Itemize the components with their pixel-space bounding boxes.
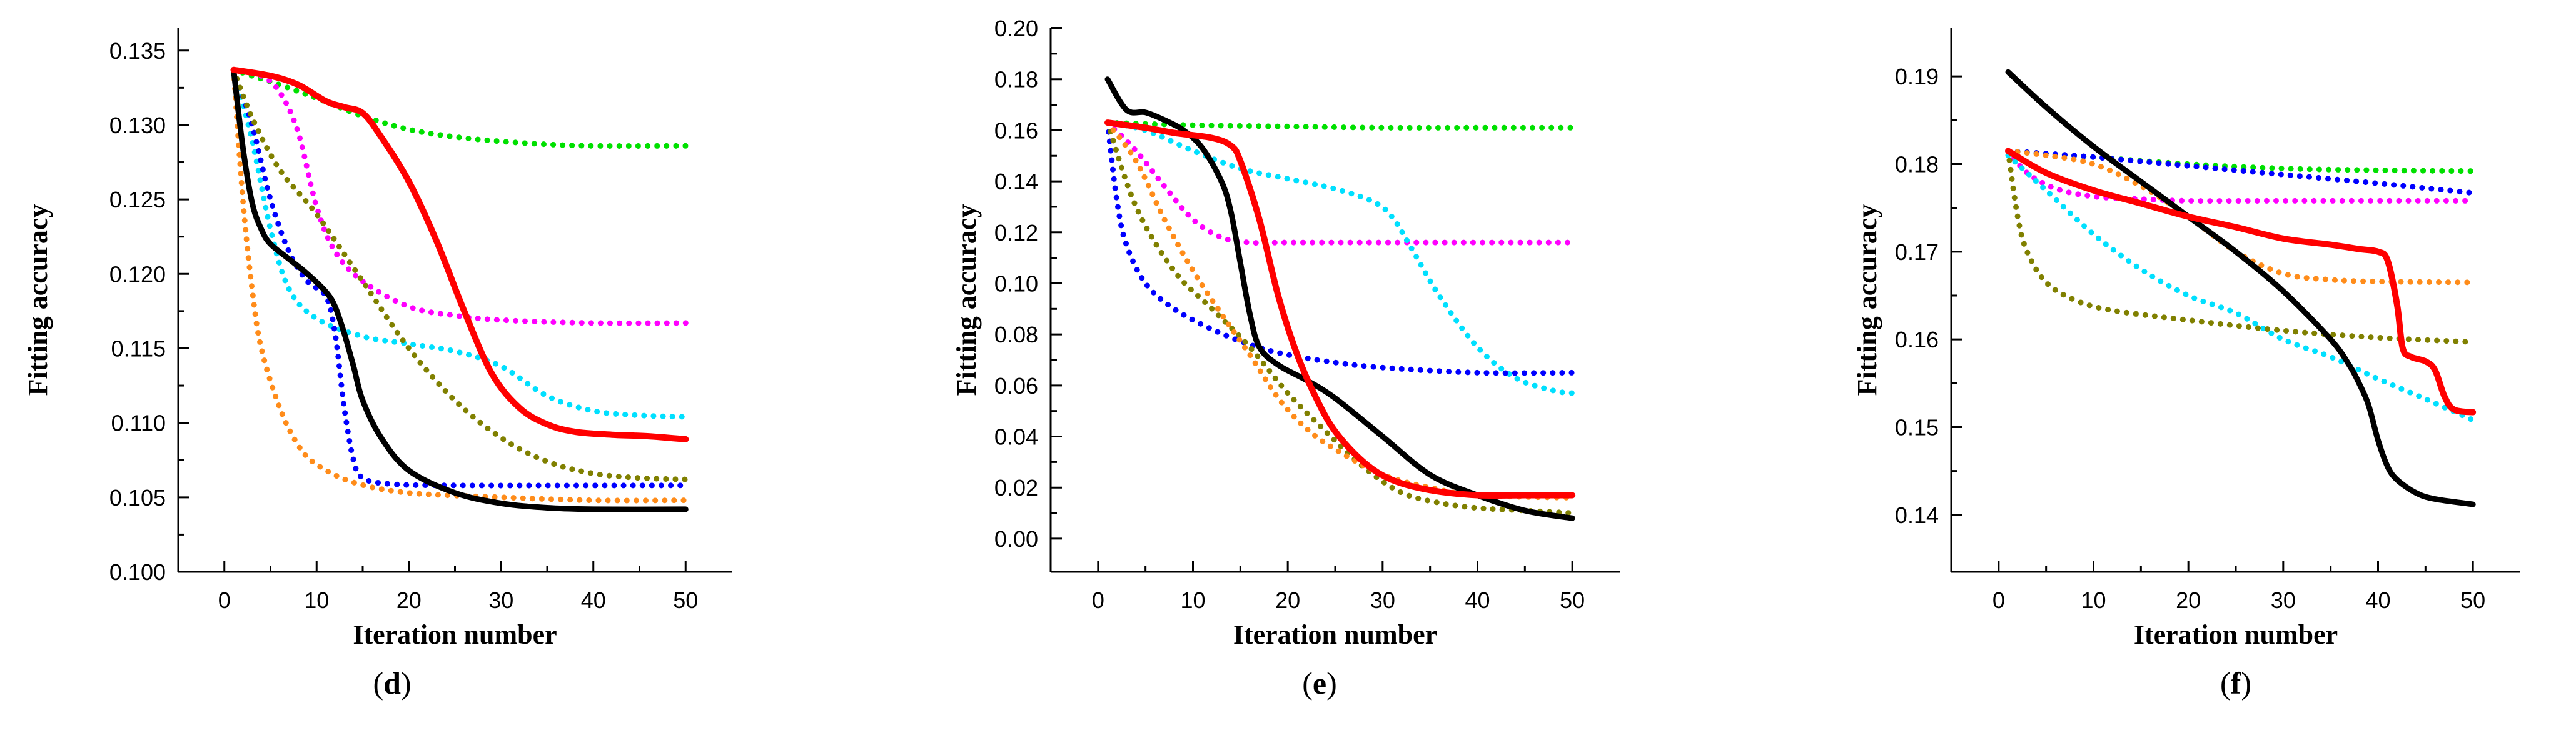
y-tick-label: 0.16 bbox=[994, 118, 1038, 143]
y-tick-label: 0.110 bbox=[111, 411, 166, 436]
y-tick-label: 0.10 bbox=[994, 271, 1038, 296]
series-line-green-dotted bbox=[231, 67, 689, 149]
panel-label: (e) bbox=[1302, 666, 1337, 701]
y-axis-title: Fitting accuracy bbox=[951, 204, 982, 396]
x-tick-label: 0 bbox=[218, 588, 231, 613]
series-line-cyan-dotted bbox=[1104, 119, 1575, 396]
series-line-orange-dotted bbox=[231, 67, 689, 504]
y-tick-label: 0.02 bbox=[994, 475, 1038, 501]
x-tick-label: 20 bbox=[397, 588, 422, 613]
x-tick-label: 30 bbox=[1370, 588, 1395, 613]
x-tick-label: 10 bbox=[304, 588, 329, 613]
y-tick-label: 0.20 bbox=[994, 16, 1038, 41]
x-tick-label: 40 bbox=[1465, 588, 1490, 613]
series-line-black-solid bbox=[231, 67, 689, 512]
series-line-red-solid bbox=[1104, 119, 1576, 499]
x-tick-label: 30 bbox=[488, 588, 513, 613]
y-axis-title: Fitting accuracy bbox=[23, 204, 53, 396]
y-tick-label: 0.04 bbox=[994, 424, 1038, 450]
x-tick-label: 0 bbox=[1092, 588, 1104, 613]
y-tick-label: 0.130 bbox=[109, 112, 166, 138]
x-tick-label: 50 bbox=[2460, 588, 2485, 613]
x-axis-title: Iteration number bbox=[1233, 619, 1437, 650]
y-tick-label: 0.06 bbox=[994, 373, 1038, 399]
series-line-magenta-dotted bbox=[1104, 119, 1575, 246]
series-line-black-solid bbox=[1104, 76, 1575, 521]
series-line-red-solid bbox=[230, 66, 689, 442]
x-tick-label: 40 bbox=[2365, 588, 2390, 613]
y-tick-label: 0.105 bbox=[109, 485, 166, 511]
y-tick-label: 0.16 bbox=[1895, 327, 1939, 352]
series-line-blue-dotted bbox=[231, 67, 689, 489]
y-tick-label: 0.14 bbox=[1895, 502, 1939, 528]
x-tick-label: 40 bbox=[581, 588, 606, 613]
y-tick-label: 0.08 bbox=[994, 322, 1038, 348]
y-tick-label: 0.135 bbox=[109, 38, 166, 64]
y-tick-label: 0.14 bbox=[994, 169, 1038, 194]
series-line-black-solid bbox=[2005, 69, 2476, 508]
y-tick-label: 0.15 bbox=[1895, 414, 1939, 440]
y-tick-label: 0.19 bbox=[1895, 64, 1939, 89]
y-tick-label: 0.120 bbox=[109, 261, 166, 287]
series-line-blue-dotted bbox=[1104, 119, 1575, 376]
series-line-red-solid bbox=[2005, 148, 2477, 416]
y-tick-label: 0.17 bbox=[1895, 239, 1939, 265]
series-line-olive-dotted bbox=[231, 67, 689, 482]
x-tick-label: 10 bbox=[1180, 588, 1205, 613]
series-line-green-dotted bbox=[2005, 148, 2476, 174]
x-tick-label: 50 bbox=[673, 588, 698, 613]
y-tick-label: 0.18 bbox=[994, 67, 1038, 92]
x-tick-label: 30 bbox=[2271, 588, 2296, 613]
x-axis-title: Iteration number bbox=[2134, 619, 2338, 650]
x-tick-label: 20 bbox=[2176, 588, 2201, 613]
x-tick-label: 10 bbox=[2081, 588, 2106, 613]
y-tick-label: 0.100 bbox=[109, 559, 166, 585]
x-tick-label: 50 bbox=[1560, 588, 1585, 613]
x-tick-label: 20 bbox=[1275, 588, 1300, 613]
series-line-cyan-dotted bbox=[231, 67, 689, 420]
panel-label: (d) bbox=[373, 666, 411, 701]
y-tick-label: 0.125 bbox=[109, 187, 166, 212]
x-axis-title: Iteration number bbox=[353, 619, 557, 650]
chart-panel-e: 0 10 20 30 40 50 0.00 0.02 0.04 0.06 0.08 0.10 0.12 0… bbox=[951, 16, 1620, 701]
y-tick-label: 0.12 bbox=[994, 220, 1038, 246]
chart-panel-f: 0 10 20 30 40 50 0.14 0.15 0.16 0.17 0.18 0.19 Itera… bbox=[1852, 28, 2520, 701]
series-line-cyan-dotted bbox=[2005, 152, 2476, 423]
y-axis-title: Fitting accuracy bbox=[1852, 204, 1882, 396]
series-line-magenta-dotted bbox=[231, 67, 689, 326]
y-tick-label: 0.18 bbox=[1895, 152, 1939, 178]
series-line-olive-dotted bbox=[1104, 119, 1575, 516]
series-line-blue-dotted bbox=[2005, 148, 2476, 196]
y-tick-label: 0.00 bbox=[994, 526, 1038, 552]
series-line-magenta-dotted bbox=[2005, 148, 2476, 204]
chart-panel-d: 0 10 20 30 40 50 0.100 0.105 0.110 0.115 0.120 0.12… bbox=[23, 28, 732, 701]
y-tick-label: 0.115 bbox=[111, 336, 166, 361]
x-tick-label: 0 bbox=[1993, 588, 2005, 613]
panel-label: (f) bbox=[2220, 666, 2251, 701]
